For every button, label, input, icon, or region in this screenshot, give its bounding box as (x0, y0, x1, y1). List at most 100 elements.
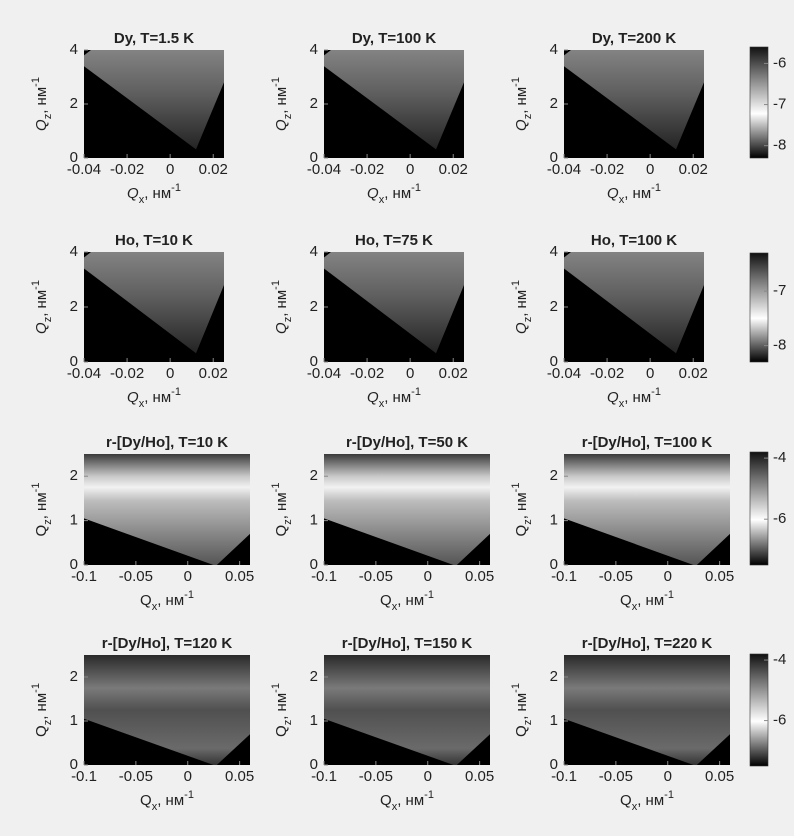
label-unit: , нм (273, 492, 290, 519)
y-tick-label: 0 (70, 149, 78, 166)
label-symbol: Q (140, 792, 152, 809)
label-symbol: Q (33, 725, 50, 737)
label-unit: , нм (637, 792, 664, 809)
label-symbol: Q (513, 725, 530, 737)
label-superscript: -1 (651, 182, 661, 194)
label-symbol: Q (607, 389, 619, 406)
chart-title: Dy, T=200 K (592, 30, 677, 47)
label-superscript: -1 (30, 280, 42, 290)
label-superscript: -1 (510, 77, 522, 87)
axis-label: Qz, нм-1 (30, 77, 54, 131)
label-symbol: Q (273, 725, 290, 737)
x-tick-label: -0.05 (599, 568, 633, 585)
x-tick-label: 0 (646, 161, 654, 178)
x-tick-label: 0 (166, 161, 174, 178)
x-tick-label: 0.02 (679, 161, 708, 178)
label-symbol: Q (513, 525, 530, 537)
x-tick-label: 0 (664, 568, 672, 585)
colorbar-tick-label: -7 (773, 282, 786, 299)
x-tick-label: 0 (406, 161, 414, 178)
x-tick-label: -0.02 (350, 161, 384, 178)
label-unit: , нм (397, 792, 424, 809)
colorbar (750, 452, 768, 565)
chart-title: r-[Dy/Ho], T=120 K (102, 635, 233, 652)
colorbar-tick-label: -8 (773, 337, 786, 354)
label-superscript: -1 (30, 483, 42, 493)
label-unit: , нм (157, 592, 184, 609)
x-tick-label: 0.05 (465, 568, 494, 585)
x-tick-label: 0.02 (199, 365, 228, 382)
y-tick-label: 4 (310, 41, 318, 58)
label-symbol: Q (513, 322, 530, 334)
label-superscript: -1 (510, 280, 522, 290)
y-tick-label: 0 (310, 149, 318, 166)
axis-label: Qx, нм-1 (620, 589, 674, 613)
x-tick-label: -0.02 (350, 365, 384, 382)
x-tick-label: -0.05 (359, 768, 393, 785)
label-superscript: -1 (651, 386, 661, 398)
x-tick-label: 0 (406, 365, 414, 382)
x-tick-label: -0.05 (119, 568, 153, 585)
x-tick-label: 0 (646, 365, 654, 382)
x-tick-label: 0.02 (439, 161, 468, 178)
label-superscript: -1 (411, 182, 421, 194)
y-tick-label: 2 (310, 467, 318, 484)
y-tick-label: 0 (550, 149, 558, 166)
label-superscript: -1 (171, 386, 181, 398)
x-tick-label: 0 (184, 768, 192, 785)
label-superscript: -1 (664, 789, 674, 801)
y-tick-label: 2 (70, 668, 78, 685)
label-symbol: Q (620, 592, 632, 609)
label-unit: , нм (624, 185, 651, 202)
y-tick-label: 4 (70, 243, 78, 260)
chart-title: r-[Dy/Ho], T=150 K (342, 635, 473, 652)
label-superscript: -1 (270, 683, 282, 693)
y-tick-label: 0 (310, 756, 318, 773)
axis-label: Qz, нм-1 (510, 483, 534, 537)
y-tick-label: 4 (70, 41, 78, 58)
label-superscript: -1 (30, 77, 42, 87)
axis-label: Qx, нм-1 (127, 182, 181, 206)
label-unit: , нм (384, 185, 411, 202)
x-tick-label: 0.05 (225, 568, 254, 585)
label-superscript: -1 (411, 386, 421, 398)
label-symbol: Q (127, 389, 139, 406)
label-symbol: Q (380, 792, 392, 809)
x-tick-label: -0.02 (110, 161, 144, 178)
label-unit: , нм (273, 693, 290, 720)
axis-label: Qz, нм-1 (270, 280, 294, 334)
label-superscript: -1 (270, 280, 282, 290)
axis-label: Qx, нм-1 (620, 789, 674, 813)
x-tick-label: 0.02 (679, 365, 708, 382)
x-tick-label: 0.05 (705, 768, 734, 785)
axis-label: Qz, нм-1 (30, 683, 54, 737)
x-tick-label: -0.02 (590, 161, 624, 178)
chart-title: Ho, T=100 K (591, 232, 677, 249)
axis-label: Qx, нм-1 (607, 182, 661, 206)
y-tick-label: 1 (70, 712, 78, 729)
axis-label: Qx, нм-1 (607, 386, 661, 410)
axis-label: Qx, нм-1 (380, 789, 434, 813)
y-tick-label: 2 (550, 95, 558, 112)
y-tick-label: 0 (310, 556, 318, 573)
label-symbol: Q (273, 119, 290, 131)
colorbar-tick-label: -6 (773, 510, 786, 527)
label-unit: , нм (397, 592, 424, 609)
label-symbol: Q (380, 592, 392, 609)
colorbar-tick-label: -8 (773, 137, 786, 154)
label-symbol: Q (607, 185, 619, 202)
chart-title: r-[Dy/Ho], T=10 K (106, 434, 228, 451)
x-tick-label: 0 (424, 768, 432, 785)
y-tick-label: 2 (550, 668, 558, 685)
y-tick-label: 2 (70, 95, 78, 112)
y-tick-label: 2 (70, 298, 78, 315)
chart-title: r-[Dy/Ho], T=50 K (346, 434, 468, 451)
y-tick-label: 1 (310, 512, 318, 529)
label-unit: , нм (144, 389, 171, 406)
x-tick-label: 0.05 (465, 768, 494, 785)
y-tick-label: 0 (550, 556, 558, 573)
colorbar (750, 654, 768, 766)
label-symbol: Q (33, 525, 50, 537)
colorbar-tick-label: -7 (773, 96, 786, 113)
axis-label: Qx, нм-1 (127, 386, 181, 410)
